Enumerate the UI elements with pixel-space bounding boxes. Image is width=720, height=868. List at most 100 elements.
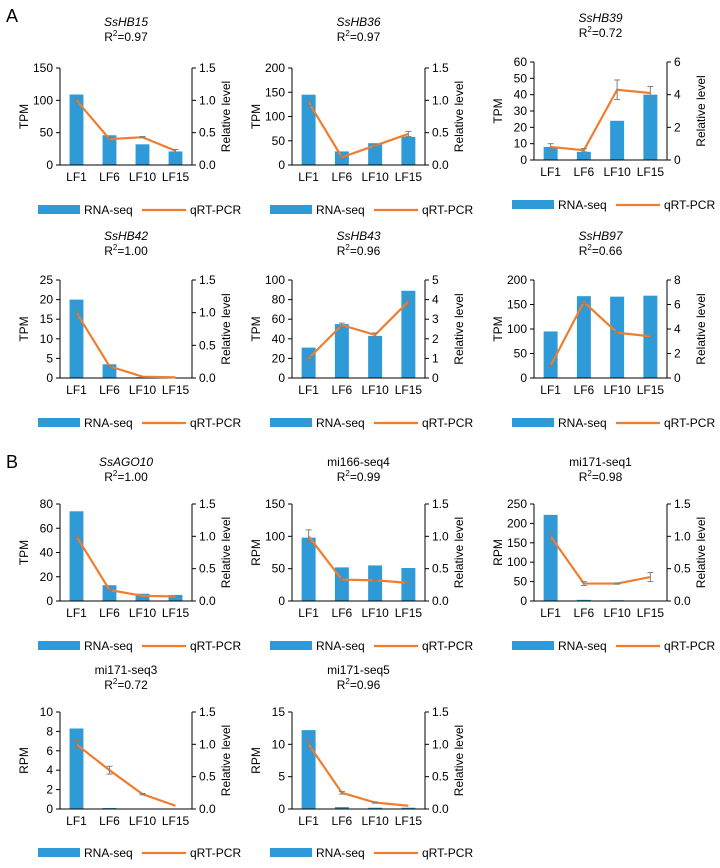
y-axis-title: TPM bbox=[249, 316, 263, 341]
legend-line-label: qRT-PCR bbox=[190, 639, 241, 653]
legend-line-label: qRT-PCR bbox=[422, 846, 473, 860]
y2-axis-title: Relative level bbox=[452, 725, 466, 796]
y2-tick-label: 1.0 bbox=[432, 529, 449, 543]
x-tick-label: LF1 bbox=[66, 814, 87, 828]
chart-title: SsHB15 bbox=[104, 15, 148, 29]
r-squared-label: R2=0.96 bbox=[337, 677, 381, 692]
x-tick-label: LF10 bbox=[129, 383, 157, 397]
y-tick-label: 6 bbox=[46, 744, 53, 758]
y2-tick-label: 0.0 bbox=[432, 594, 449, 608]
y-tick-label: 0 bbox=[278, 802, 285, 816]
qrt-pcr-line bbox=[75, 99, 176, 152]
y-tick-label: 150 bbox=[265, 85, 285, 99]
x-tick-label: LF10 bbox=[361, 606, 389, 620]
y2-tick-label: 6 bbox=[674, 55, 681, 69]
legend: RNA-seq qRT-PCR bbox=[512, 198, 715, 212]
legend-bar-swatch bbox=[38, 848, 80, 857]
y2-tick-label: 1.0 bbox=[674, 529, 691, 543]
x-tick-label: LF6 bbox=[574, 165, 595, 179]
legend-line-label: qRT-PCR bbox=[422, 639, 473, 653]
x-tick-label: LF1 bbox=[298, 383, 319, 397]
bar-LF6 bbox=[102, 135, 117, 165]
y-tick-label: 50 bbox=[40, 126, 54, 140]
y-tick-label: 0 bbox=[520, 594, 527, 608]
legend-bar-label: RNA-seq bbox=[316, 639, 365, 653]
y-tick-label: 0 bbox=[278, 371, 285, 385]
r-squared-label: R2=0.96 bbox=[337, 243, 381, 258]
legend-bar-swatch bbox=[38, 641, 80, 650]
x-tick-label: LF1 bbox=[540, 165, 561, 179]
y2-tick-label: 1.5 bbox=[432, 705, 449, 719]
y-tick-label: 100 bbox=[265, 529, 285, 543]
y-tick-label: 80 bbox=[40, 497, 54, 511]
legend: RNA-seq qRT-PCR bbox=[512, 639, 715, 653]
bar-LF15 bbox=[401, 290, 416, 378]
y-tick-label: 0 bbox=[46, 594, 53, 608]
y-tick-label: 4 bbox=[46, 763, 53, 777]
y-tick-label: 40 bbox=[514, 88, 528, 102]
legend-line-label: qRT-PCR bbox=[664, 416, 715, 430]
y-tick-label: 0 bbox=[46, 158, 53, 172]
legend-bar-swatch bbox=[38, 205, 80, 214]
y-tick-label: 50 bbox=[514, 347, 528, 361]
legend-bar-swatch bbox=[512, 641, 554, 650]
y2-tick-label: 0.0 bbox=[199, 802, 216, 816]
y2-tick-label: 0.5 bbox=[432, 770, 449, 784]
bar-LF1 bbox=[543, 146, 558, 160]
y-tick-label: 50 bbox=[272, 134, 286, 148]
legend-bar-label: RNA-seq bbox=[84, 639, 133, 653]
y2-tick-label: 0.5 bbox=[199, 338, 216, 352]
y2-tick-label: 1.0 bbox=[199, 93, 216, 107]
y2-tick-label: 1.5 bbox=[432, 61, 449, 75]
legend-bar-label: RNA-seq bbox=[84, 203, 133, 217]
bar-LF1 bbox=[543, 331, 558, 378]
bar-LF10 bbox=[135, 593, 150, 601]
bar-LF10 bbox=[368, 807, 383, 809]
panel-label-b: B bbox=[6, 452, 18, 472]
y-tick-label: 10 bbox=[40, 332, 54, 346]
y2-tick-label: 5 bbox=[432, 273, 439, 287]
y2-tick-label: 1.5 bbox=[674, 497, 691, 511]
r-squared-label: R2=0.66 bbox=[579, 243, 623, 258]
y2-axis-title: Relative level bbox=[452, 517, 466, 588]
y2-tick-label: 0.5 bbox=[199, 770, 216, 784]
legend-bar-swatch bbox=[38, 418, 80, 427]
y-tick-label: 5 bbox=[278, 770, 285, 784]
legend-bar-label: RNA-seq bbox=[316, 203, 365, 217]
panel-label-a: A bbox=[6, 6, 18, 26]
chart-title: mi166-seq4 bbox=[327, 455, 390, 469]
x-tick-label: LF15 bbox=[395, 170, 423, 184]
legend-bar-swatch bbox=[270, 418, 312, 427]
chart-title: SsHB97 bbox=[578, 229, 623, 243]
legend-line-label: qRT-PCR bbox=[422, 203, 473, 217]
x-tick-label: LF10 bbox=[603, 165, 631, 179]
legend: RNA-seq qRT-PCR bbox=[270, 846, 473, 860]
legend-line-label: qRT-PCR bbox=[664, 198, 715, 212]
y-tick-label: 10 bbox=[514, 137, 528, 151]
chart-title: mi171-seq5 bbox=[327, 663, 390, 677]
chart-title: SsAGO10 bbox=[99, 455, 153, 469]
y-tick-label: 0 bbox=[278, 158, 285, 172]
bar-LF15 bbox=[401, 136, 416, 165]
y-tick-label: 0 bbox=[520, 371, 527, 385]
x-tick-label: LF10 bbox=[361, 814, 389, 828]
x-tick-label: LF1 bbox=[298, 170, 319, 184]
y-tick-label: 60 bbox=[40, 521, 54, 535]
y-tick-label: 150 bbox=[33, 61, 53, 75]
r-squared-label: R2=0.99 bbox=[337, 469, 381, 484]
y2-tick-label: 1.5 bbox=[199, 497, 216, 511]
y2-tick-label: 0.0 bbox=[432, 158, 449, 172]
y-tick-label: 50 bbox=[514, 575, 528, 589]
qrt-pcr-line bbox=[549, 535, 651, 585]
bar-LF1 bbox=[301, 94, 316, 165]
x-tick-label: LF1 bbox=[66, 606, 87, 620]
x-tick-label: LF15 bbox=[162, 170, 190, 184]
bar-LF10 bbox=[368, 335, 383, 378]
y2-tick-label: 0.5 bbox=[432, 562, 449, 576]
y2-tick-label: 3 bbox=[432, 312, 439, 326]
y-tick-label: 100 bbox=[265, 110, 285, 124]
bar-LF15 bbox=[401, 568, 416, 601]
y-axis-title: RPM bbox=[249, 747, 263, 774]
